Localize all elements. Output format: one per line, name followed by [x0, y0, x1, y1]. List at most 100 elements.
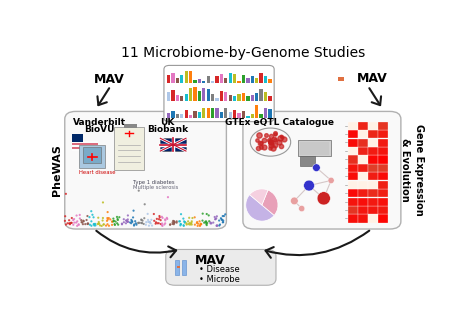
Bar: [347, 206, 357, 214]
Point: [271, 131, 278, 136]
Bar: [184, 110, 188, 118]
Point: [128, 217, 135, 222]
Point: [191, 222, 199, 227]
Point: [62, 222, 70, 227]
Point: [203, 220, 211, 226]
Point: [73, 219, 81, 224]
Point: [267, 143, 274, 148]
Point: [88, 223, 95, 228]
Point: [109, 216, 117, 221]
Point: [208, 221, 215, 226]
Point: [114, 216, 121, 222]
Point: [257, 145, 265, 150]
Point: [211, 214, 219, 220]
Point: [66, 221, 73, 227]
Bar: [246, 78, 249, 83]
Point: [266, 139, 274, 144]
Point: [197, 221, 204, 226]
Bar: [246, 96, 249, 101]
Point: [64, 221, 71, 226]
Bar: [259, 73, 263, 83]
Point: [201, 219, 209, 224]
Point: [183, 222, 191, 227]
Point: [118, 222, 126, 227]
Bar: [175, 260, 179, 275]
Text: Biobank: Biobank: [147, 125, 188, 134]
Point: [75, 222, 82, 227]
Point: [255, 132, 263, 137]
Point: [275, 139, 283, 145]
Point: [94, 215, 102, 220]
FancyArrowPatch shape: [265, 231, 369, 258]
Bar: [184, 94, 188, 101]
Bar: [255, 105, 258, 118]
Bar: [358, 172, 368, 180]
Point: [153, 216, 161, 221]
Point: [161, 221, 169, 226]
Point: [212, 216, 219, 222]
Point: [136, 220, 144, 225]
Point: [104, 209, 111, 215]
Text: 11 Microbiome-by-Genome Studies: 11 Microbiome-by-Genome Studies: [121, 46, 365, 60]
Point: [152, 219, 160, 225]
Point: [102, 223, 110, 228]
Bar: [268, 79, 272, 83]
Point: [78, 219, 85, 225]
Point: [186, 220, 193, 226]
Bar: [72, 149, 98, 151]
Bar: [358, 214, 368, 223]
Point: [180, 223, 188, 228]
Point: [86, 214, 93, 220]
Bar: [368, 214, 378, 223]
Point: [65, 221, 73, 226]
Point: [70, 222, 77, 227]
Bar: [180, 114, 183, 118]
Point: [73, 223, 81, 228]
Bar: [242, 111, 245, 118]
Circle shape: [250, 128, 291, 156]
Point: [182, 221, 190, 226]
Point: [77, 217, 85, 223]
Point: [188, 219, 196, 224]
Point: [277, 143, 284, 149]
Point: [95, 219, 102, 225]
Point: [138, 220, 146, 226]
Bar: [264, 108, 267, 118]
Point: [111, 222, 118, 227]
Bar: [198, 79, 201, 83]
Bar: [378, 155, 388, 164]
Point: [202, 221, 210, 227]
Point: [124, 213, 132, 218]
Text: GTEx eQTL Catalogue: GTEx eQTL Catalogue: [225, 118, 334, 127]
Point: [139, 218, 146, 223]
Bar: [198, 112, 201, 118]
Point: [114, 222, 122, 227]
Point: [215, 218, 223, 223]
Text: Heart disease: Heart disease: [80, 170, 116, 175]
Point: [138, 217, 146, 223]
Bar: [171, 73, 174, 83]
Point: [188, 220, 195, 225]
Point: [169, 220, 176, 225]
Point: [80, 218, 87, 223]
Bar: [176, 114, 179, 118]
Point: [130, 222, 138, 227]
Point: [76, 212, 83, 217]
Wedge shape: [262, 190, 278, 215]
Bar: [80, 145, 105, 168]
Point: [217, 215, 225, 221]
Point: [260, 138, 267, 143]
Point: [95, 221, 103, 226]
Point: [146, 219, 154, 224]
Point: [109, 219, 116, 224]
Point: [141, 202, 148, 207]
Point: [291, 198, 298, 204]
Point: [170, 221, 178, 227]
Bar: [237, 81, 241, 83]
Bar: [180, 96, 183, 101]
Point: [158, 214, 165, 219]
Point: [218, 217, 225, 222]
Text: Vanderbilt: Vanderbilt: [73, 118, 126, 127]
Point: [267, 140, 274, 145]
Point: [155, 213, 163, 219]
